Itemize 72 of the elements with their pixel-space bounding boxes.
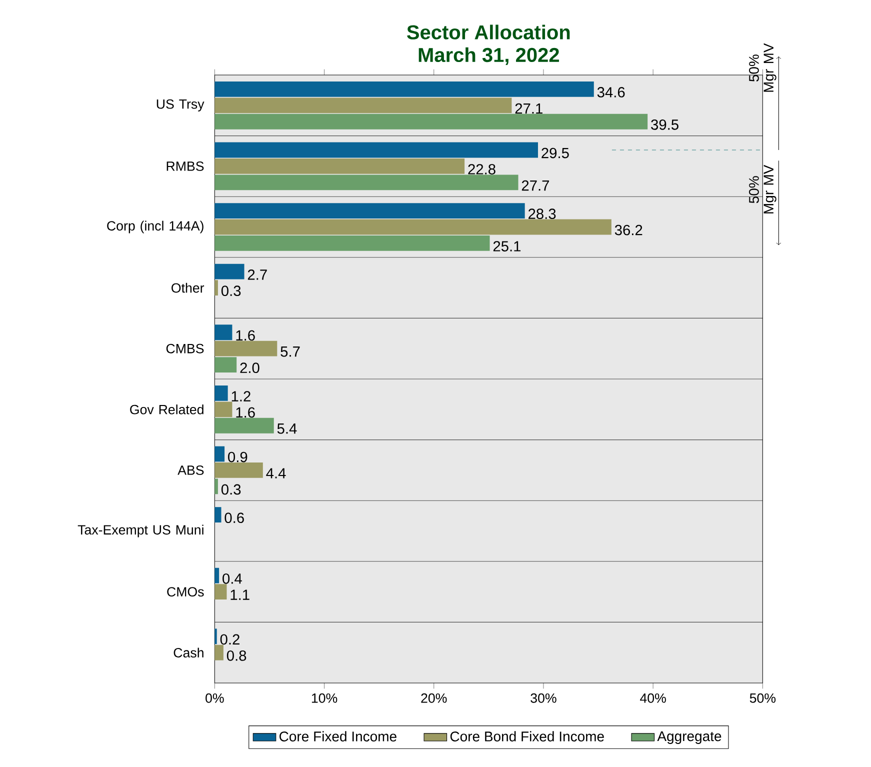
data-label: 0.2: [220, 634, 240, 645]
bar: [214, 158, 465, 174]
data-label: 22.8: [468, 164, 496, 174]
annotation: 50% Mgr MV: [748, 164, 776, 214]
data-label: 29.5: [542, 148, 569, 158]
legend-label: Core Bond Fixed Income: [450, 731, 604, 742]
data-label: 1.1: [230, 590, 250, 600]
bar: [214, 264, 244, 280]
data-label: 0.9: [228, 452, 248, 462]
data-label: 27.7: [522, 180, 549, 191]
data-label: 1.6: [236, 407, 255, 418]
y-tick-label: Other: [172, 282, 204, 293]
bar: [214, 81, 594, 97]
data-label: 1.6: [236, 330, 255, 341]
data-label: 27.1: [515, 103, 542, 114]
data-label: 4.4: [266, 468, 286, 478]
data-label: 36.2: [614, 224, 642, 236]
x-tick-label: 20%: [421, 693, 447, 703]
x-tick-label: 10%: [312, 693, 338, 703]
data-label: 2.7: [248, 270, 267, 280]
chart-subtitle: March 31, 2022: [418, 47, 559, 65]
data-label: 28.3: [528, 208, 556, 220]
data-label: 0.3: [221, 484, 241, 495]
data-label: 25.1: [493, 241, 521, 252]
data-label: 0.3: [221, 286, 241, 296]
y-tick-label: RMBS: [166, 161, 204, 171]
bar: [214, 584, 227, 600]
bar: [214, 114, 648, 130]
annotation: 50% Mgr MV: [748, 43, 776, 92]
bar: [214, 507, 222, 522]
bar: [214, 98, 512, 114]
bar: [214, 385, 228, 401]
bar: [214, 174, 518, 190]
bar: [214, 142, 538, 158]
bar: [214, 236, 490, 251]
y-tick-label: Gov Related: [130, 404, 204, 414]
data-label: 2.0: [240, 362, 260, 374]
bar: [214, 402, 232, 418]
bar: [214, 418, 274, 434]
bar: [214, 446, 225, 462]
y-tick-label: ABS: [178, 465, 204, 475]
legend-label: Aggregate: [657, 731, 722, 744]
data-label: 5.4: [277, 424, 297, 434]
data-label: 0.4: [222, 573, 242, 584]
bar: [214, 568, 220, 584]
y-tick-label: CMOs: [167, 587, 204, 597]
bar: [214, 203, 525, 218]
legend-label: Core Fixed Income: [280, 731, 396, 742]
bar: [214, 324, 232, 340]
bar: [214, 340, 278, 356]
data-label: 39.5: [651, 119, 678, 130]
bar: [214, 357, 237, 373]
x-tick-label: 40%: [640, 693, 666, 703]
x-tick-label: 30%: [530, 693, 556, 703]
data-label: 0.6: [224, 512, 244, 524]
y-tick-label: Tax-Exempt US Muni: [78, 524, 204, 538]
data-label: 5.7: [280, 346, 300, 357]
data-label: 1.2: [232, 391, 250, 402]
chart-title: Sector Allocation: [407, 24, 570, 40]
data-label: 0.8: [226, 650, 246, 661]
bar: [214, 478, 218, 494]
y-tick-label: CMBS: [166, 344, 204, 354]
data-label: 34.6: [597, 87, 625, 98]
bar: [214, 280, 218, 296]
y-tick-label: US Trsy: [156, 99, 204, 112]
x-tick-label: 50%: [750, 693, 776, 703]
bar: [214, 219, 612, 235]
bar: [214, 644, 224, 660]
x-tick-label: 0%: [206, 693, 224, 703]
bar: [214, 462, 263, 478]
y-tick-label: Corp (incl 144A): [107, 220, 204, 234]
y-tick-label: Cash: [174, 648, 204, 658]
